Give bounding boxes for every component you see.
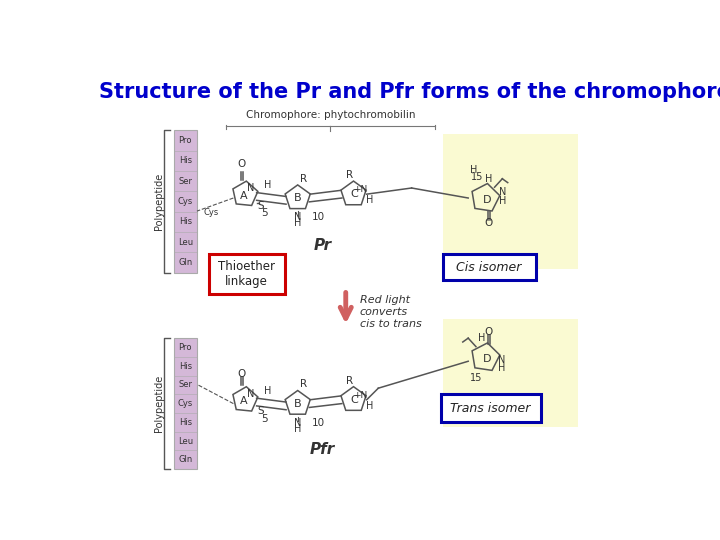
Text: H: H <box>366 195 374 205</box>
Text: Cys: Cys <box>203 208 218 217</box>
Text: Gln: Gln <box>179 455 192 464</box>
FancyBboxPatch shape <box>441 394 541 422</box>
Bar <box>174 130 197 273</box>
Text: N: N <box>499 187 506 197</box>
Text: N: N <box>247 389 254 399</box>
Text: R: R <box>300 174 307 184</box>
Text: Leu: Leu <box>178 436 193 446</box>
Text: H: H <box>294 218 302 228</box>
FancyBboxPatch shape <box>209 254 285 294</box>
Text: O: O <box>238 369 246 379</box>
Text: Cys: Cys <box>178 197 193 206</box>
Text: A: A <box>240 396 247 406</box>
Text: 15: 15 <box>472 172 484 182</box>
Text: +N: +N <box>354 390 368 400</box>
Text: R: R <box>346 375 354 386</box>
Text: Pro: Pro <box>179 136 192 145</box>
Bar <box>174 338 197 469</box>
Text: O: O <box>485 327 492 337</box>
Text: C: C <box>351 189 358 199</box>
Text: Leu: Leu <box>178 238 193 247</box>
Text: His: His <box>179 156 192 165</box>
Text: D: D <box>482 194 491 205</box>
Text: +N: +N <box>354 185 368 194</box>
Text: H: H <box>477 333 485 343</box>
Text: R: R <box>346 170 354 180</box>
Text: 5: 5 <box>261 208 268 218</box>
Text: Pro: Pro <box>179 343 192 352</box>
Text: 10: 10 <box>312 418 325 428</box>
Text: N: N <box>498 355 505 365</box>
Text: B: B <box>294 193 302 203</box>
Text: R: R <box>300 379 307 389</box>
Text: Polypeptide: Polypeptide <box>154 375 164 432</box>
Text: Ser: Ser <box>179 177 192 186</box>
FancyBboxPatch shape <box>443 319 578 427</box>
Text: Pr: Pr <box>313 238 332 253</box>
Text: H: H <box>470 165 477 174</box>
Text: A: A <box>240 191 247 201</box>
Text: B: B <box>294 399 302 409</box>
Text: Structure of the Pr and Pfr forms of the chromophore: Structure of the Pr and Pfr forms of the… <box>99 82 720 102</box>
Text: His: His <box>179 217 192 226</box>
Text: Ser: Ser <box>179 380 192 389</box>
Text: 15: 15 <box>469 373 482 383</box>
Text: Polypeptide: Polypeptide <box>154 173 164 230</box>
Text: His: His <box>179 418 192 427</box>
Text: H: H <box>366 401 374 411</box>
Text: H: H <box>499 196 506 206</box>
Text: 5: 5 <box>261 414 268 424</box>
FancyBboxPatch shape <box>443 134 578 269</box>
Text: D: D <box>482 354 491 364</box>
Text: His: His <box>179 362 192 370</box>
Text: H: H <box>264 386 271 395</box>
Text: N: N <box>247 183 254 193</box>
Text: Thioether
linkage: Thioether linkage <box>218 260 275 288</box>
Text: C: C <box>351 395 358 405</box>
Text: O: O <box>485 218 492 228</box>
Text: N: N <box>294 212 302 222</box>
Text: H: H <box>485 174 492 184</box>
Text: N: N <box>294 418 302 428</box>
Text: Trans isomer: Trans isomer <box>451 402 531 415</box>
Text: Cys: Cys <box>178 399 193 408</box>
Text: H: H <box>264 180 271 190</box>
Text: Cis isomer: Cis isomer <box>456 261 522 274</box>
Text: S: S <box>257 406 264 416</box>
Text: Pfr: Pfr <box>310 442 335 457</box>
Text: S: S <box>257 201 264 211</box>
Text: 10: 10 <box>312 212 325 222</box>
Text: Gln: Gln <box>179 258 192 267</box>
Text: H: H <box>294 424 302 434</box>
FancyBboxPatch shape <box>444 254 536 280</box>
Text: O: O <box>237 159 246 168</box>
Text: H: H <box>498 363 505 373</box>
Text: Red light
converts
cis to trans: Red light converts cis to trans <box>360 295 421 328</box>
Text: Chromophore: phytochromobilin: Chromophore: phytochromobilin <box>246 110 415 120</box>
